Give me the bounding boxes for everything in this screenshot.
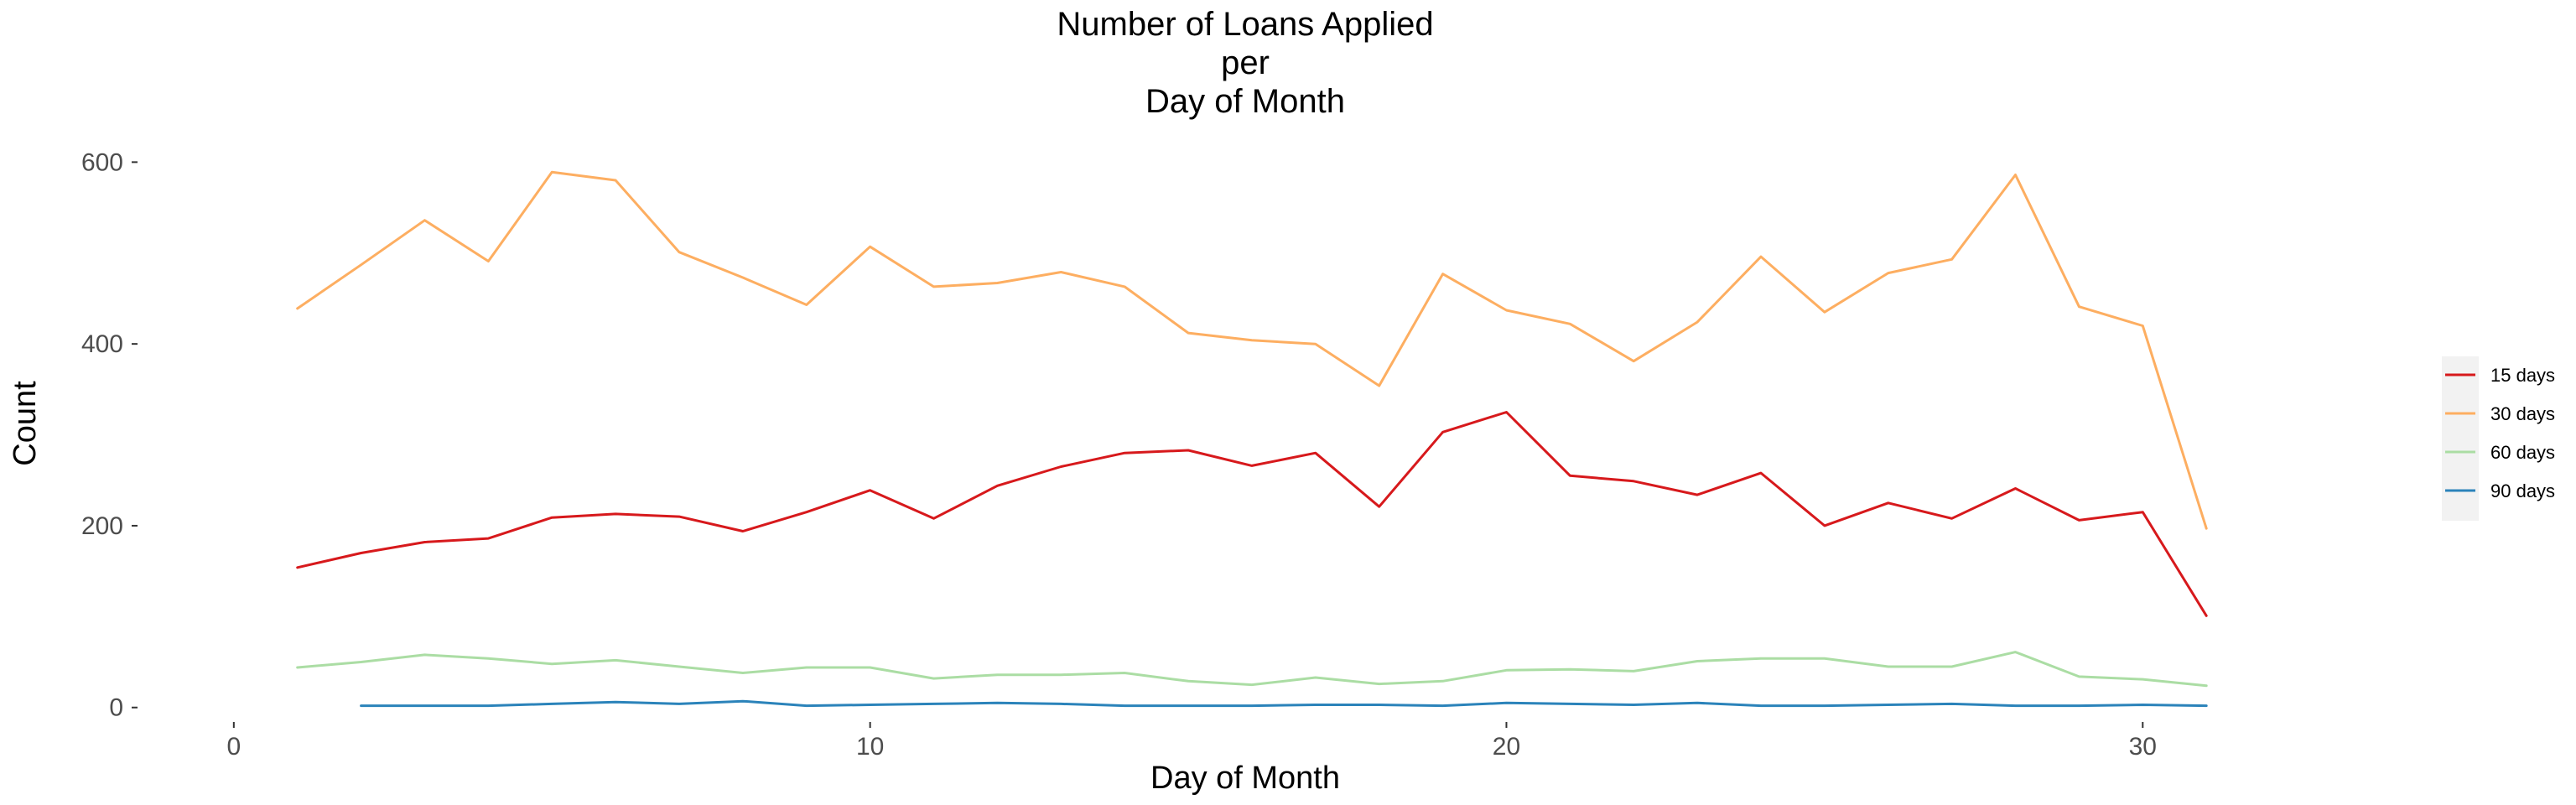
series-line-90-days — [360, 699, 2208, 708]
y-tick-label: 600 — [81, 148, 123, 176]
series-line-30-days — [296, 170, 2208, 530]
y-axis-title: Count — [8, 381, 43, 466]
series-line-15-days — [296, 411, 2208, 617]
chart-title-line: Number of Loans Applied — [1057, 6, 1433, 43]
x-tick-label: 30 — [2129, 733, 2157, 761]
legend-key-background — [2442, 356, 2479, 521]
y-tick-label: 200 — [81, 512, 123, 540]
legend: 15 days 30 days 60 days 90 days — [2442, 356, 2555, 521]
y-tick-label: 400 — [81, 330, 123, 358]
y-axis: 0 200 400 600 — [81, 148, 138, 722]
x-tick-label: 20 — [1493, 733, 1520, 761]
y-tick-label: 0 — [109, 694, 123, 722]
legend-label: 90 days — [2490, 480, 2555, 501]
legend-label: 30 days — [2490, 403, 2555, 424]
x-axis: 0 10 20 30 — [226, 722, 2157, 761]
series-line-60-days — [296, 651, 2208, 688]
x-tick-label: 10 — [856, 733, 884, 761]
x-axis-title: Day of Month — [1150, 761, 1340, 796]
series-lines — [296, 170, 2208, 708]
x-tick-label: 0 — [226, 733, 241, 761]
legend-label: 60 days — [2490, 442, 2555, 463]
chart-title-line: per — [1221, 44, 1270, 81]
legend-label: 15 days — [2490, 365, 2555, 386]
chart-title-line: Day of Month — [1145, 83, 1345, 120]
